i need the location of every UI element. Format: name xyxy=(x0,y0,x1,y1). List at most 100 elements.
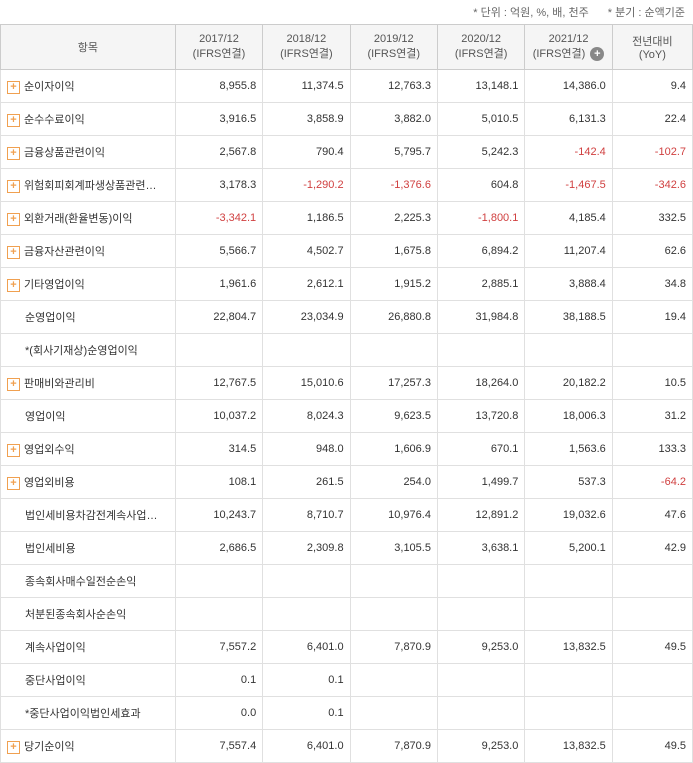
value-cell: 10,243.7 xyxy=(175,499,262,532)
value-cell: 604.8 xyxy=(437,169,524,202)
value-cell: 5,010.5 xyxy=(437,103,524,136)
table-row: +판매비와관리비12,767.515,010.617,257.318,264.0… xyxy=(1,367,693,400)
value-cell xyxy=(612,697,692,730)
add-column-icon[interactable]: + xyxy=(590,47,604,61)
table-row: +금융자산관련이익5,566.74,502.71,675.86,894.211,… xyxy=(1,235,693,268)
value-cell: 5,242.3 xyxy=(437,136,524,169)
value-cell: 13,832.5 xyxy=(525,730,612,763)
expand-icon[interactable]: + xyxy=(7,741,20,754)
expand-icon[interactable]: + xyxy=(7,114,20,127)
value-cell: 2,885.1 xyxy=(437,268,524,301)
table-row: +당기순이익7,557.46,401.07,870.99,253.013,832… xyxy=(1,730,693,763)
value-cell xyxy=(350,334,437,367)
value-cell: 1,563.6 xyxy=(525,433,612,466)
value-cell: -3,342.1 xyxy=(175,202,262,235)
value-cell: 10,976.4 xyxy=(350,499,437,532)
value-cell: 314.5 xyxy=(175,433,262,466)
value-cell: 3,882.0 xyxy=(350,103,437,136)
col-header-2020: 2020/12(IFRS연결) xyxy=(437,25,524,70)
expand-icon[interactable]: + xyxy=(7,378,20,391)
table-row: +금융상품관련이익2,567.8790.45,795.75,242.3-142.… xyxy=(1,136,693,169)
row-label-text: 영업외비용 xyxy=(24,477,75,489)
value-cell: 2,612.1 xyxy=(263,268,350,301)
expand-icon[interactable]: + xyxy=(7,180,20,193)
expand-icon[interactable]: + xyxy=(7,213,20,226)
value-cell: 5,795.7 xyxy=(350,136,437,169)
value-cell xyxy=(612,598,692,631)
value-cell: 11,207.4 xyxy=(525,235,612,268)
row-label-text: 판매비와관리비 xyxy=(24,378,95,390)
value-cell: 3,858.9 xyxy=(263,103,350,136)
value-cell xyxy=(350,565,437,598)
row-label: +영업외수익 xyxy=(1,433,176,466)
value-cell: 9.4 xyxy=(612,70,692,103)
value-cell: 790.4 xyxy=(263,136,350,169)
table-row: +영업외수익314.5948.01,606.9670.11,563.6133.3 xyxy=(1,433,693,466)
value-cell xyxy=(175,598,262,631)
value-cell: 3,888.4 xyxy=(525,268,612,301)
value-cell: 9,253.0 xyxy=(437,631,524,664)
value-cell xyxy=(525,664,612,697)
value-cell: 0.1 xyxy=(175,664,262,697)
table-row: +기타영업이익1,961.62,612.11,915.22,885.13,888… xyxy=(1,268,693,301)
expand-icon[interactable]: + xyxy=(7,81,20,94)
expand-icon[interactable]: + xyxy=(7,147,20,160)
col-header-2019: 2019/12(IFRS연결) xyxy=(350,25,437,70)
value-cell: 3,105.5 xyxy=(350,532,437,565)
col-header-2017: 2017/12(IFRS연결) xyxy=(175,25,262,70)
value-cell xyxy=(525,697,612,730)
table-row: 계속사업이익7,557.26,401.07,870.99,253.013,832… xyxy=(1,631,693,664)
row-label: +순이자이익 xyxy=(1,70,176,103)
value-cell: 23,034.9 xyxy=(263,301,350,334)
value-cell: 3,178.3 xyxy=(175,169,262,202)
value-cell: 9,253.0 xyxy=(437,730,524,763)
value-cell: 0.1 xyxy=(263,664,350,697)
value-cell xyxy=(612,664,692,697)
col-header-item: 항목 xyxy=(1,25,176,70)
value-cell: 5,566.7 xyxy=(175,235,262,268)
value-cell: 42.9 xyxy=(612,532,692,565)
value-cell: 4,185.4 xyxy=(525,202,612,235)
expand-icon[interactable]: + xyxy=(7,279,20,292)
value-cell xyxy=(350,697,437,730)
expand-icon[interactable]: + xyxy=(7,246,20,259)
value-cell: 7,870.9 xyxy=(350,631,437,664)
value-cell xyxy=(437,697,524,730)
value-cell: 38,188.5 xyxy=(525,301,612,334)
header-note: * 단위 : 억원, %, 배, 천주 * 분기 : 순액기준 xyxy=(0,0,693,24)
table-row: *(회사기재상)순영업이익 xyxy=(1,334,693,367)
row-label: 처분된종속회사순손익 xyxy=(1,598,176,631)
value-cell: 31,984.8 xyxy=(437,301,524,334)
value-cell: 3,916.5 xyxy=(175,103,262,136)
value-cell: 14,386.0 xyxy=(525,70,612,103)
table-row: +외환거래(환율변동)이익-3,342.11,186.52,225.3-1,80… xyxy=(1,202,693,235)
value-cell: 1,499.7 xyxy=(437,466,524,499)
value-cell: 19.4 xyxy=(612,301,692,334)
row-label-text: 기타영업이익 xyxy=(24,279,85,291)
row-label-text: 외환거래(환율변동)이익 xyxy=(24,213,133,225)
expand-icon[interactable]: + xyxy=(7,444,20,457)
value-cell: 537.3 xyxy=(525,466,612,499)
expand-icon[interactable]: + xyxy=(7,477,20,490)
value-cell: 62.6 xyxy=(612,235,692,268)
value-cell: 13,720.8 xyxy=(437,400,524,433)
table-row: 처분된종속회사순손익 xyxy=(1,598,693,631)
row-label-text: 중단사업이익 xyxy=(25,675,86,687)
value-cell: 47.6 xyxy=(612,499,692,532)
table-row: +영업외비용108.1261.5254.01,499.7537.3-64.2 xyxy=(1,466,693,499)
row-label-text: 영업이익 xyxy=(25,411,65,423)
value-cell: 1,675.8 xyxy=(350,235,437,268)
table-row: 종속회사매수일전순손익 xyxy=(1,565,693,598)
value-cell: 1,961.6 xyxy=(175,268,262,301)
value-cell: 12,763.3 xyxy=(350,70,437,103)
row-label: 법인세비용 xyxy=(1,532,176,565)
value-cell: 22.4 xyxy=(612,103,692,136)
row-label: *중단사업이익법인세효과 xyxy=(1,697,176,730)
value-cell: 2,567.8 xyxy=(175,136,262,169)
value-cell: 261.5 xyxy=(263,466,350,499)
financial-table: 항목 2017/12(IFRS연결) 2018/12(IFRS연결) 2019/… xyxy=(0,24,693,763)
row-label: 중단사업이익 xyxy=(1,664,176,697)
row-label: 순영업이익 xyxy=(1,301,176,334)
table-row: +순이자이익8,955.811,374.512,763.313,148.114,… xyxy=(1,70,693,103)
row-label: + 영업외비용 xyxy=(1,466,176,499)
